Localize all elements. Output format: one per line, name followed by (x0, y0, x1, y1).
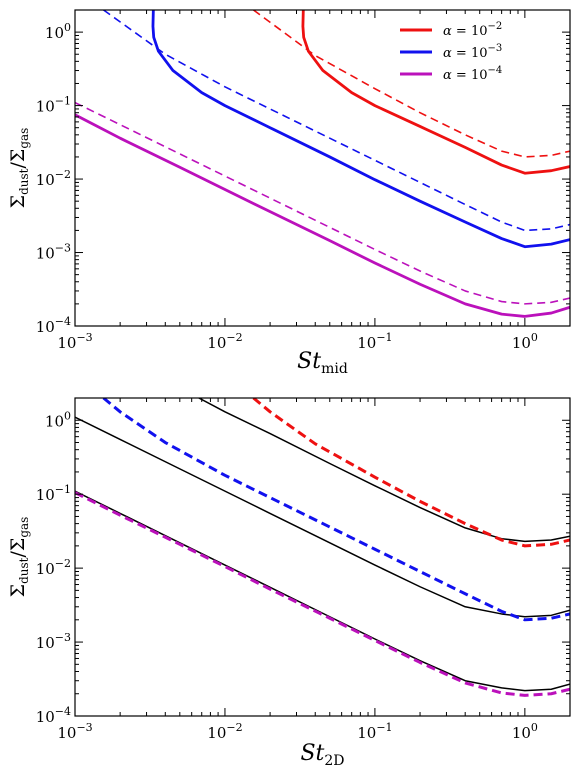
plot-area (75, 398, 570, 697)
bottom-panel: 10−3 10−2 10−1 10010−410−310−210−1100St2DΣd… (7, 397, 571, 769)
series-line-alpha=1e-2-dashed (253, 10, 570, 158)
series-line-alpha=1e-4-solid (75, 113, 570, 318)
series-line-alpha=1e-3-dashed (103, 10, 570, 232)
legend-entry: α = 10−4 (443, 65, 502, 83)
y-tick-label: 10−4 (36, 705, 71, 726)
top-panel: 10−3 10−2 10−1 10010−410−310−210−1100StmidΣ… (7, 9, 571, 377)
series-line-alpha=1e-2-dashed (252, 398, 570, 548)
series-line-alpha=1e-3-solid (75, 416, 570, 618)
series-line-alpha=1e-4-dashed (75, 491, 570, 697)
series-line-alpha=1e-4-solid (75, 490, 570, 692)
series-line-alpha=1e-3-solid (151, 10, 570, 249)
x-tick-label: 10−1 (357, 331, 392, 352)
y-tick-label: 10−1 (36, 95, 71, 116)
plot-area (75, 10, 570, 318)
legend-entry: α = 10−2 (443, 21, 502, 39)
x-tick-label: 100 (512, 331, 538, 352)
x-tick-label: 10−3 (57, 331, 92, 352)
x-tick-label: 10−2 (207, 331, 242, 352)
y-tick-label: 100 (45, 409, 71, 430)
tick-marks (74, 398, 570, 717)
series-line-alpha=1e-4-dashed (75, 101, 570, 305)
series-line-alpha=1e-2-solid (301, 10, 570, 175)
axes-frame (74, 9, 571, 327)
legend: α = 10−2 α = 10−3 α = 10−4 (400, 21, 502, 83)
x-axis-label: Stmid (297, 349, 348, 377)
y-tick-label: 10−1 (36, 483, 71, 504)
series-line-alpha=1e-3-dashed (102, 398, 570, 622)
tick-marks (74, 10, 570, 327)
axes-frame (74, 397, 571, 717)
y-tick-label: 10−4 (36, 315, 71, 336)
y-tick-label: 10−3 (36, 242, 71, 263)
x-tick-label: 100 (512, 721, 538, 742)
x-tick-label: 10−3 (57, 721, 92, 742)
x-tick-label: 10−2 (207, 721, 242, 742)
y-tick-label: 10−3 (36, 631, 71, 652)
x-axis-label: St2D (300, 741, 344, 769)
y-tick-label: 100 (45, 21, 71, 42)
y-tick-label: 10−2 (36, 557, 71, 578)
series-line-alpha=1e-2-solid (198, 398, 570, 543)
y-axis-label: Σdust/Σgas (7, 128, 31, 209)
legend-entry: α = 10−3 (443, 43, 502, 61)
x-tick-label: 10−1 (357, 721, 392, 742)
y-tick-label: 10−2 (36, 168, 71, 189)
y-axis-label: Σdust/Σgas (7, 517, 31, 598)
